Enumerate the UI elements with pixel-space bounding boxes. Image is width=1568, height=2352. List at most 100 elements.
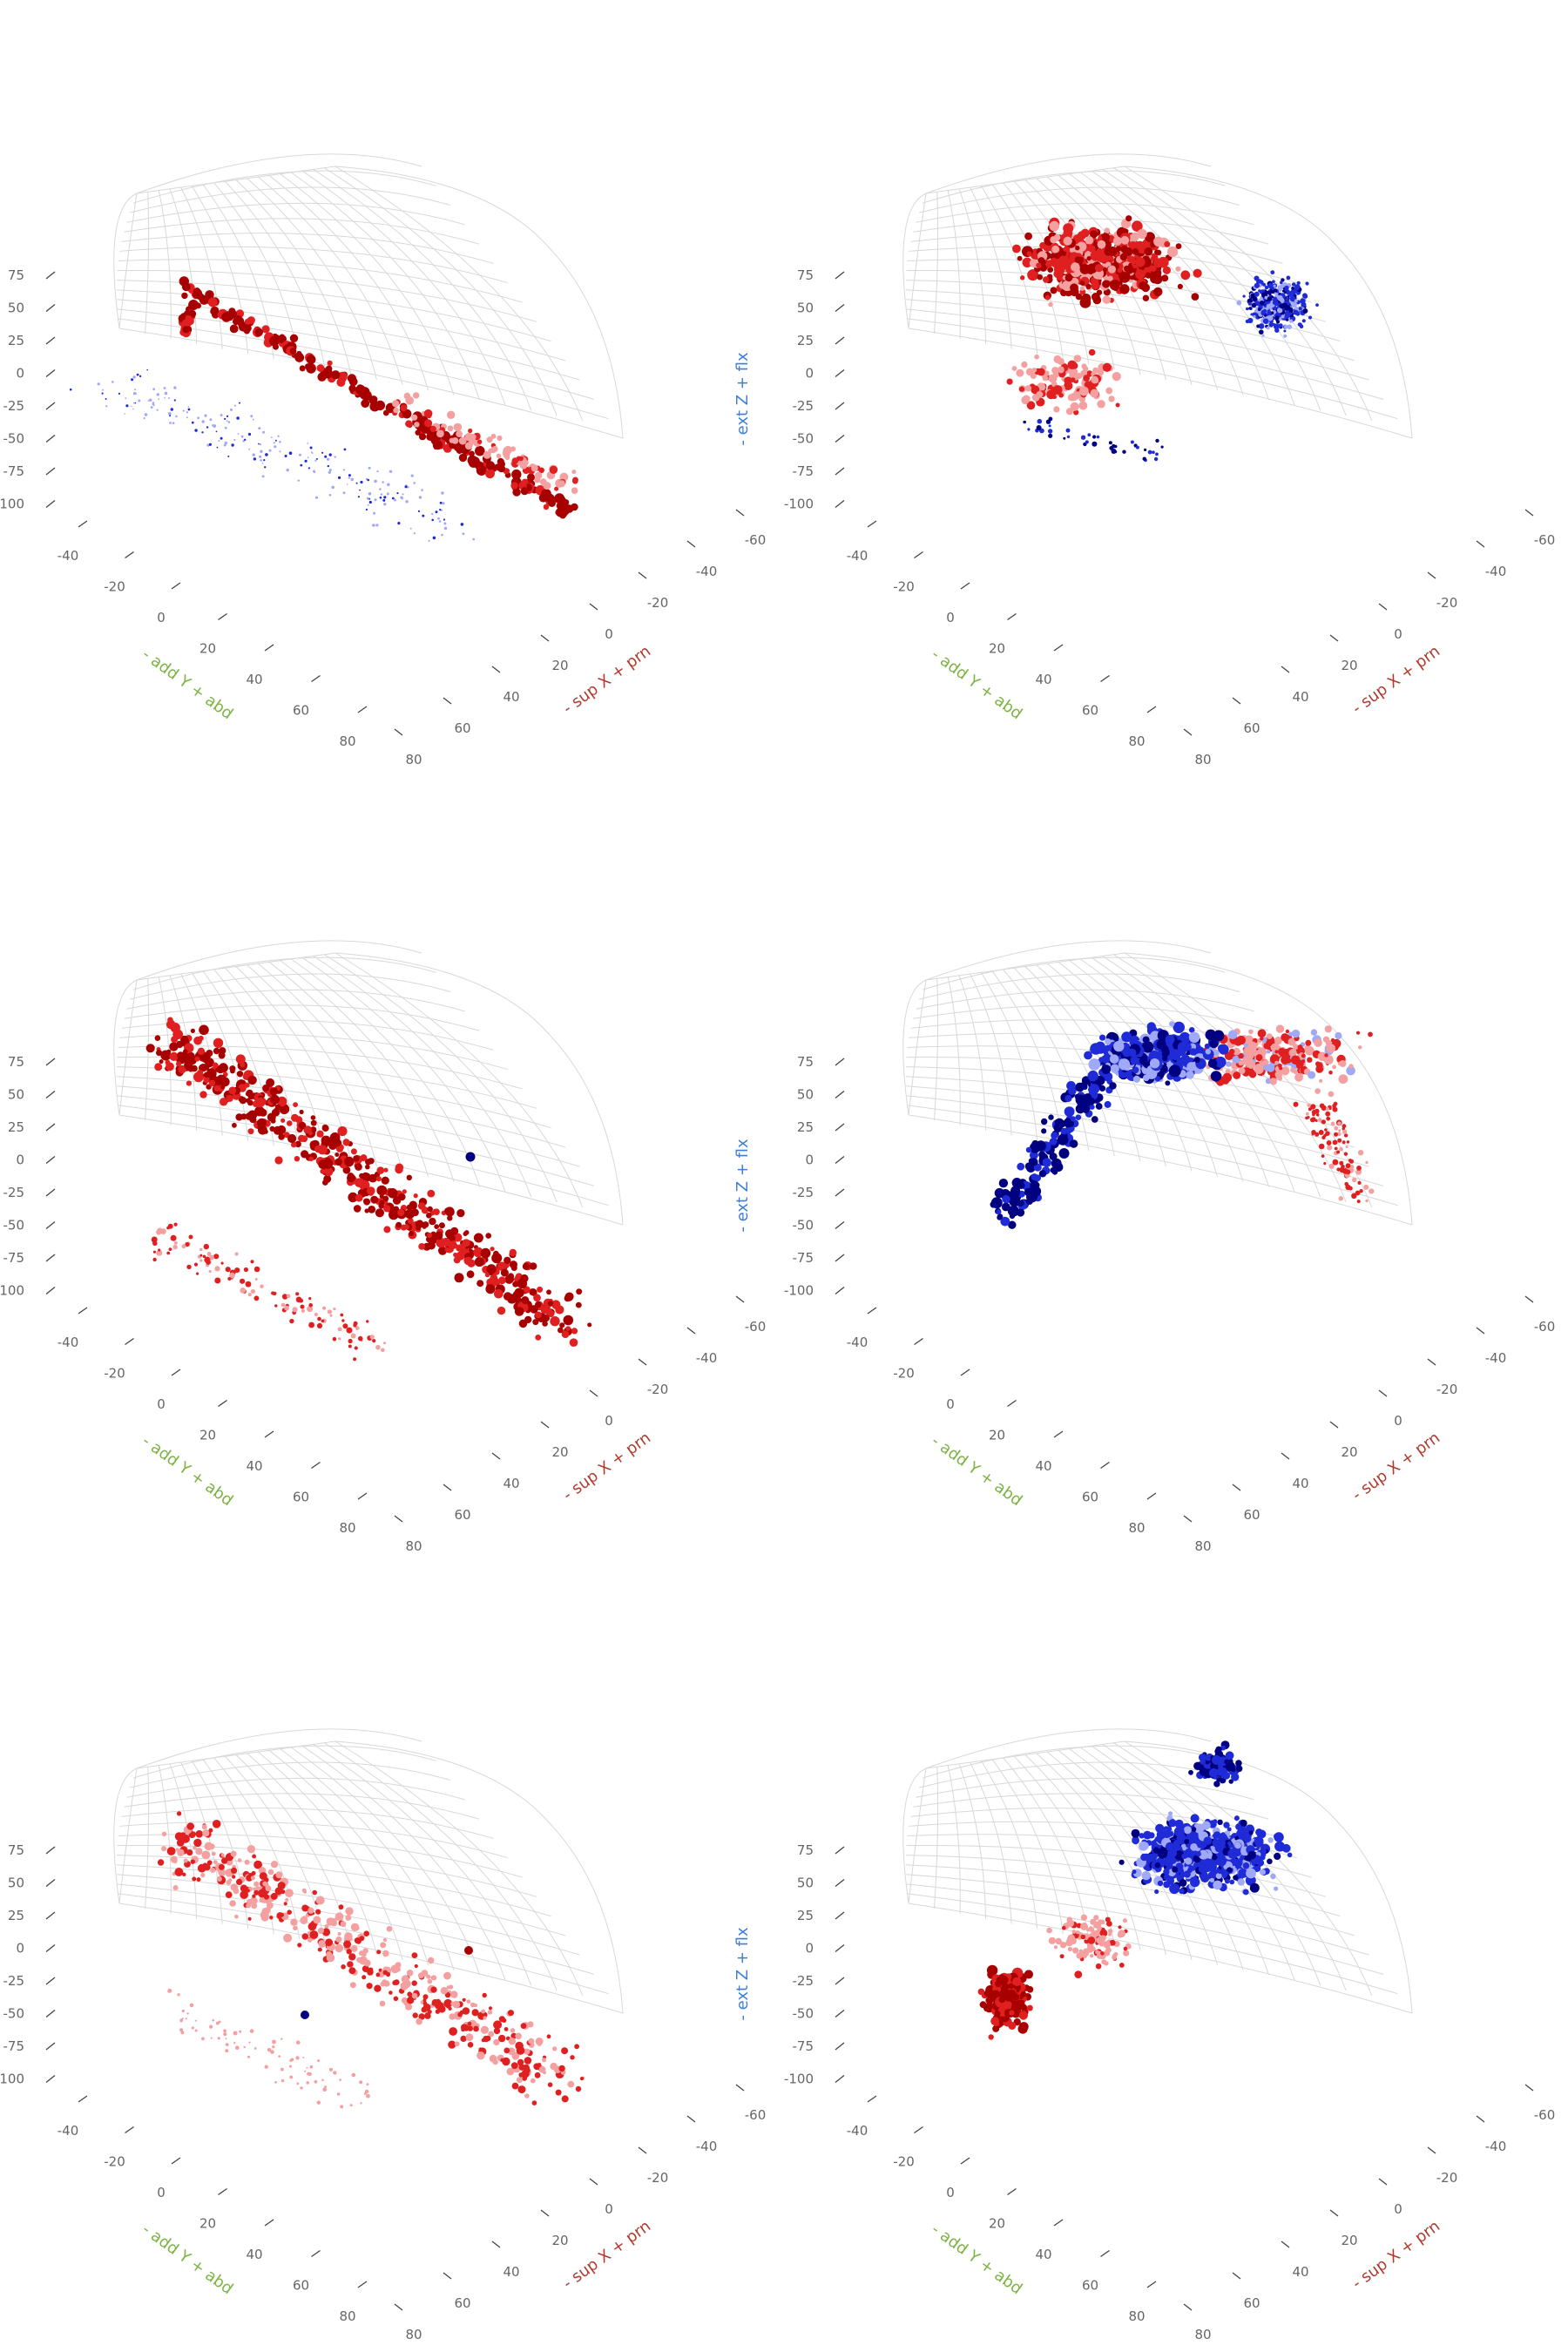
scatter-point: [330, 1919, 337, 1927]
scatter-point: [439, 509, 442, 511]
scatter-point: [322, 2087, 328, 2092]
scatter-point: [233, 2031, 238, 2036]
scatter-point: [1119, 1859, 1125, 1865]
scatter-point: [341, 1964, 346, 1970]
scatter-point: [264, 466, 267, 469]
grid-outline: [113, 1740, 624, 2014]
x-tick-label: 20: [1341, 658, 1357, 673]
scatter-point: [1118, 1058, 1131, 1071]
scatter-point: [1305, 1112, 1309, 1116]
scatter-point: [1195, 1851, 1201, 1857]
scatter-point: [342, 469, 345, 471]
scatter-point: [1339, 1160, 1344, 1166]
scatter-point: [176, 1811, 182, 1816]
y-tick-label: -20: [893, 579, 915, 595]
scatter-point: [1248, 307, 1252, 310]
scatter-point: [226, 420, 228, 422]
scatter-point: [297, 479, 300, 482]
z-tick-label: 50: [8, 1876, 24, 1891]
scatter-point: [1267, 1837, 1274, 1843]
scatter-point: [322, 1306, 327, 1310]
scatter-point: [1247, 1850, 1256, 1860]
scatter-point: [1108, 395, 1115, 402]
grid-line: [145, 192, 150, 334]
scatter-point: [335, 1936, 342, 1943]
scatter-point: [1274, 1050, 1279, 1054]
grid-panes: [113, 940, 624, 1226]
x-tick-label: 20: [551, 2233, 568, 2248]
scatter-point: [194, 429, 198, 432]
scatter-point: [289, 2065, 292, 2068]
scatter-point: [481, 2038, 486, 2043]
x-tick: -60: [1524, 2084, 1555, 2123]
scatter-point: [1041, 1118, 1048, 1125]
scatter-point: [296, 2057, 300, 2060]
scatter-point: [1163, 1881, 1171, 1889]
scatter-point: [533, 1294, 541, 1302]
x-tick: -60: [1524, 1295, 1555, 1335]
scatter-point: [431, 518, 435, 522]
scatter-point: [1281, 278, 1285, 282]
scatter-point: [247, 316, 255, 325]
x-tick-label: -40: [1485, 1350, 1507, 1366]
scatter-point: [343, 1940, 352, 1949]
scatter-point: [1016, 1208, 1025, 1217]
scatter-point: [324, 1924, 329, 1929]
scatter-point: [195, 1848, 203, 1855]
scatter-point: [401, 497, 404, 500]
scatter-point: [328, 1310, 333, 1314]
grid-line: [313, 168, 532, 411]
grid-panes: [113, 1728, 624, 2014]
scatter-point: [355, 1326, 360, 1330]
scatter-point: [1334, 1125, 1339, 1131]
grid-line: [180, 1761, 223, 1924]
scatter-point: [1101, 1942, 1106, 1946]
scatter-point: [447, 410, 456, 419]
scatter-point: [1144, 448, 1147, 452]
scatter-point: [1082, 1084, 1088, 1091]
grid-panes: [113, 153, 624, 439]
scatter-point: [1266, 1049, 1271, 1054]
y-tick-label: 20: [199, 641, 216, 657]
x-tick: -40: [686, 2115, 717, 2154]
scatter-point: [338, 1337, 341, 1341]
scatter-point: [289, 2075, 294, 2079]
scatter-point: [212, 1820, 221, 1828]
y-tick: -40: [847, 1307, 877, 1350]
grid-line: [991, 1759, 1064, 1935]
scatter-point: [1291, 282, 1296, 287]
scatter-point: [488, 2006, 493, 2011]
scatter-point: [542, 2058, 546, 2063]
scatter-point: [1054, 1945, 1058, 1950]
scatter-point: [151, 1236, 158, 1243]
scatter-point: [1342, 1129, 1348, 1134]
scatter-point: [248, 448, 251, 450]
scatter-point: [1327, 1145, 1333, 1151]
scatter-point: [1310, 1104, 1316, 1110]
scatter-point: [348, 384, 356, 392]
scatter-point: [308, 1156, 314, 1162]
scatter-point: [1271, 287, 1274, 290]
grid-line: [117, 299, 580, 381]
scatter-point: [1188, 1027, 1195, 1033]
grid-line: [1102, 168, 1321, 411]
scatter-point: [342, 1139, 350, 1146]
scatter-point: [348, 1967, 356, 1975]
scatter-point: [259, 455, 262, 458]
scatter-point: [404, 485, 408, 489]
scatter-point: [1343, 1133, 1348, 1138]
scatter-point: [302, 2057, 305, 2058]
grid-line: [118, 1114, 624, 1226]
x-tick-label: -20: [647, 1382, 669, 1397]
scatter-point: [259, 443, 261, 446]
scatter-point: [326, 1953, 335, 1963]
scatter-point: [1229, 1879, 1235, 1885]
scatter-point: [240, 1890, 249, 1899]
scatter-point: [1262, 318, 1269, 324]
y-tick-label: 20: [989, 2216, 1005, 2232]
scatter-point: [1224, 1878, 1230, 1884]
scatter-point: [508, 2038, 517, 2045]
x-tick: 40: [491, 2240, 520, 2280]
scatter-point: [1112, 1955, 1118, 1960]
scatter-point: [410, 474, 414, 477]
